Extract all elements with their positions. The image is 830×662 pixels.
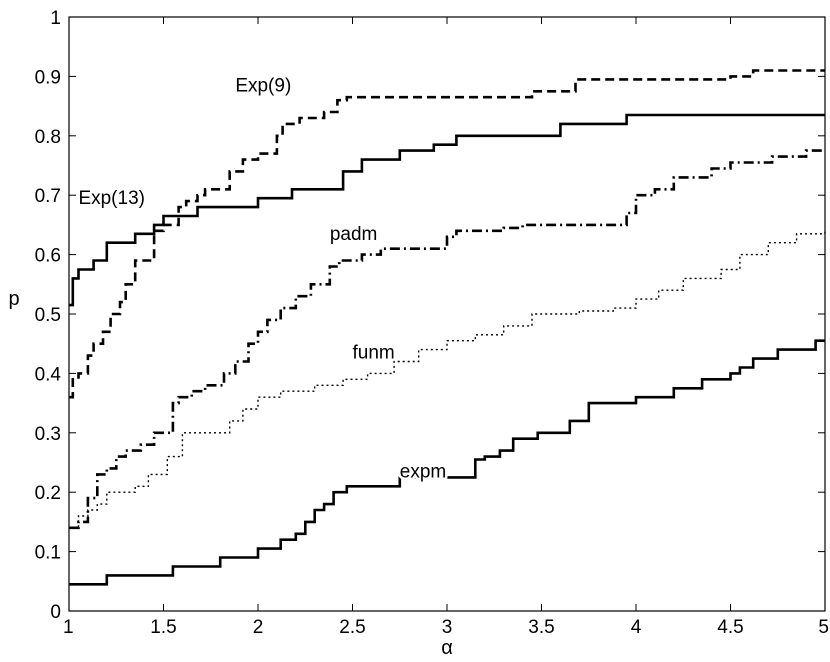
- series-label-halo-padm: padm: [330, 224, 378, 245]
- plot-frame: [68, 16, 826, 612]
- series-label-exp-13: Exp(13): [78, 188, 145, 209]
- series-label-halo-expm: expm: [400, 461, 446, 482]
- series-label-halo-exp-13: Exp(13): [78, 188, 145, 209]
- series-line-expm: [69, 339, 825, 586]
- x-tick-label: 2: [253, 617, 264, 638]
- y-axis-label: p: [8, 288, 19, 310]
- labels-layer: Exp(9)Exp(9)Exp(13)Exp(13)padmpadmfunmfu…: [76, 73, 449, 485]
- x-axis-label: α: [441, 637, 453, 659]
- x-tick-label: 4.5: [717, 617, 743, 638]
- series-label-halo-exp-9: Exp(9): [235, 75, 291, 96]
- x-tick-label: 2.5: [339, 617, 365, 638]
- series-label-halo-funm: funm: [353, 343, 395, 364]
- x-tick-label: 3.5: [528, 617, 554, 638]
- x-tick-label: 1.5: [150, 617, 176, 638]
- y-tick-label: 0.9: [35, 67, 61, 88]
- y-tick-label: 0.8: [35, 127, 61, 148]
- series-line-exp-13: [69, 113, 825, 307]
- y-tick-label: 0.5: [35, 305, 61, 326]
- series-layer: [69, 69, 826, 586]
- series-label-funm: funm: [353, 343, 395, 364]
- series-line-padm: [69, 149, 825, 530]
- ticks-layer: 1 1.5 2 2.5 3 3.5 4 4.5 5 0 0.1 0.2 0.3 0.4 0.5 0.6 0.7 0…: [35, 8, 829, 638]
- plot-area: [69, 17, 825, 611]
- series-label-exp-9: Exp(9): [235, 75, 291, 96]
- series-line-exp-9: [69, 69, 825, 399]
- x-tick-label: 5: [818, 617, 829, 638]
- y-tick-label: 0: [50, 602, 61, 623]
- x-tick-label: 1: [63, 617, 74, 638]
- series-label-padm: padm: [330, 224, 378, 245]
- x-tick-label: 4: [631, 617, 642, 638]
- x-tick-label: 3: [442, 617, 453, 638]
- y-tick-label: 0.1: [35, 543, 61, 564]
- y-tick-label: 0.6: [35, 246, 61, 267]
- y-tick-label: 1: [50, 8, 61, 29]
- y-tick-label: 0.2: [35, 483, 61, 504]
- series-label-expm: expm: [400, 461, 446, 482]
- y-tick-label: 0.4: [35, 364, 62, 385]
- y-tick-label: 0.7: [35, 186, 61, 207]
- y-tick-label: 0.3: [35, 424, 61, 445]
